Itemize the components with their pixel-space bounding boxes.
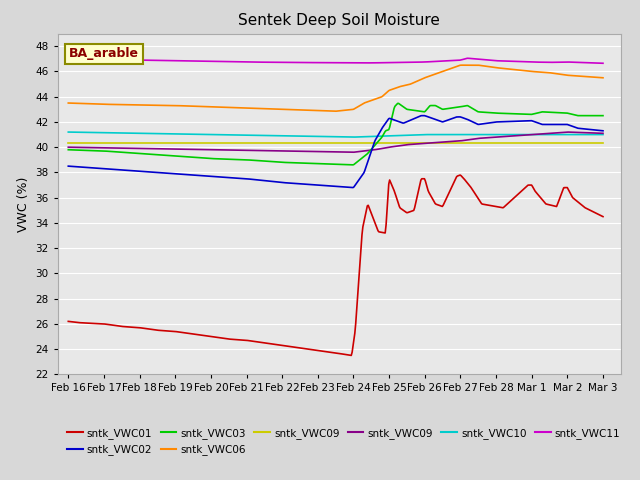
Legend: sntk_VWC01, sntk_VWC02, sntk_VWC03, sntk_VWC06, sntk_VWC09, sntk_VWC09, sntk_VWC: sntk_VWC01, sntk_VWC02, sntk_VWC03, sntk…: [63, 424, 625, 459]
Text: BA_arable: BA_arable: [69, 48, 139, 60]
Title: Sentek Deep Soil Moisture: Sentek Deep Soil Moisture: [238, 13, 440, 28]
Y-axis label: VWC (%): VWC (%): [17, 176, 30, 232]
